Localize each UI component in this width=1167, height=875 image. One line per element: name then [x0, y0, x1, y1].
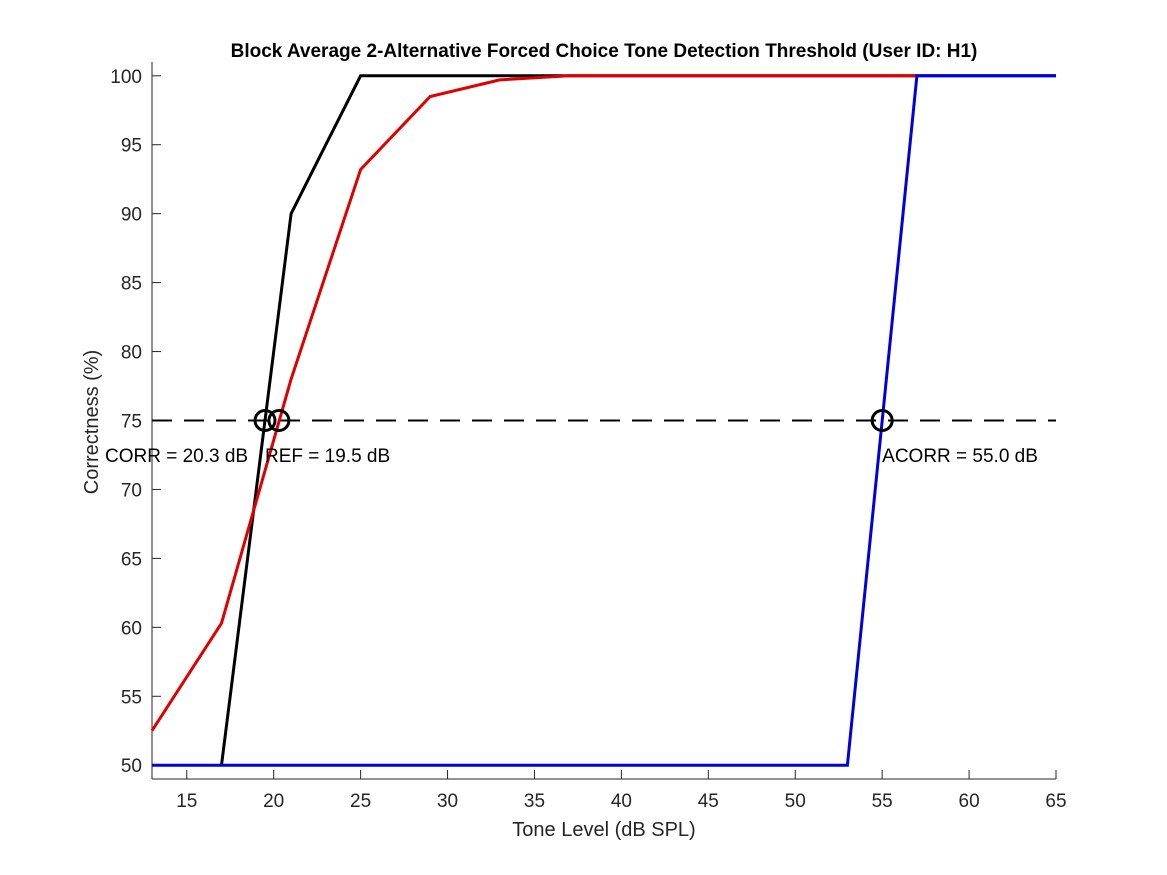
- threshold-annotation: ACORR = 55.0 dB: [882, 446, 1038, 467]
- threshold-annotation: REF = 19.5 dB: [265, 446, 390, 467]
- plot-area: 15 20 25 30 35 40 45 50 55 60 65 50 55 60 65 70 75 80 85 90…: [105, 62, 1067, 812]
- chart-title: Block Average 2-Alternative Forced Choic…: [231, 41, 978, 62]
- y-tick-label: 90: [121, 205, 142, 226]
- x-tick-label: 65: [1045, 791, 1066, 812]
- x-tick-label: 55: [872, 791, 893, 812]
- x-tick-label: 30: [437, 791, 458, 812]
- y-tick-label: 60: [121, 618, 142, 639]
- threshold-marker: [870, 409, 894, 432]
- y-tick-label: 75: [121, 412, 142, 433]
- y-tick-label: 50: [121, 756, 142, 777]
- threshold-annotation: CORR = 20.3 dB: [105, 446, 248, 467]
- threshold-marker: [253, 409, 277, 432]
- y-tick-label: 85: [121, 274, 142, 295]
- x-tick-label: 45: [698, 791, 719, 812]
- x-tick-label: 15: [176, 791, 197, 812]
- x-axis-label: Tone Level (dB SPL): [512, 819, 695, 841]
- x-tick-label: 60: [959, 791, 980, 812]
- x-tick-label: 50: [785, 791, 806, 812]
- x-tick-label: 20: [263, 791, 284, 812]
- y-axis-label: Correctness (%): [81, 350, 103, 494]
- x-tick-label: 40: [611, 791, 632, 812]
- series-line-0: [220, 74, 1056, 766]
- x-tick-label: 35: [524, 791, 545, 812]
- x-tick-label: 25: [350, 791, 371, 812]
- y-tick-label: 95: [121, 136, 142, 157]
- y-tick-label: 100: [110, 67, 142, 88]
- y-tick-label: 70: [121, 480, 142, 501]
- y-tick-label: 80: [121, 343, 142, 364]
- y-tick-label: 55: [121, 687, 142, 708]
- threshold-marker: [267, 409, 291, 432]
- series-line-1: [150, 74, 917, 732]
- series-line-2: [152, 74, 1056, 767]
- y-tick-label: 65: [121, 549, 142, 570]
